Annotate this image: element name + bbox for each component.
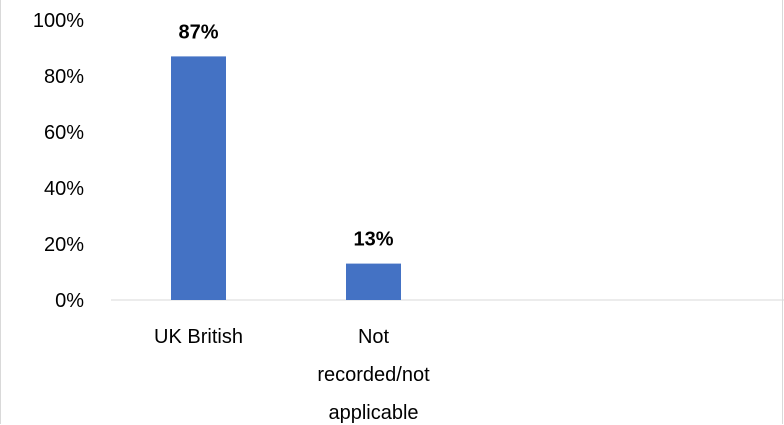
bar [171, 56, 226, 301]
data-label: 13% [353, 229, 393, 251]
y-tick-label: 100% [33, 10, 84, 32]
x-category-label: recorded/not [317, 364, 430, 386]
y-tick-label: 60% [44, 122, 84, 144]
y-tick-label: 80% [44, 66, 84, 88]
y-tick-label: 0% [55, 290, 84, 312]
x-category-label: UK British [154, 326, 243, 348]
x-category-label: applicable [328, 402, 418, 424]
x-category-label: Not [358, 326, 390, 348]
data-label: 87% [178, 21, 218, 43]
bar [346, 263, 401, 300]
y-tick-label: 40% [44, 178, 84, 200]
y-tick-label: 20% [44, 234, 84, 256]
